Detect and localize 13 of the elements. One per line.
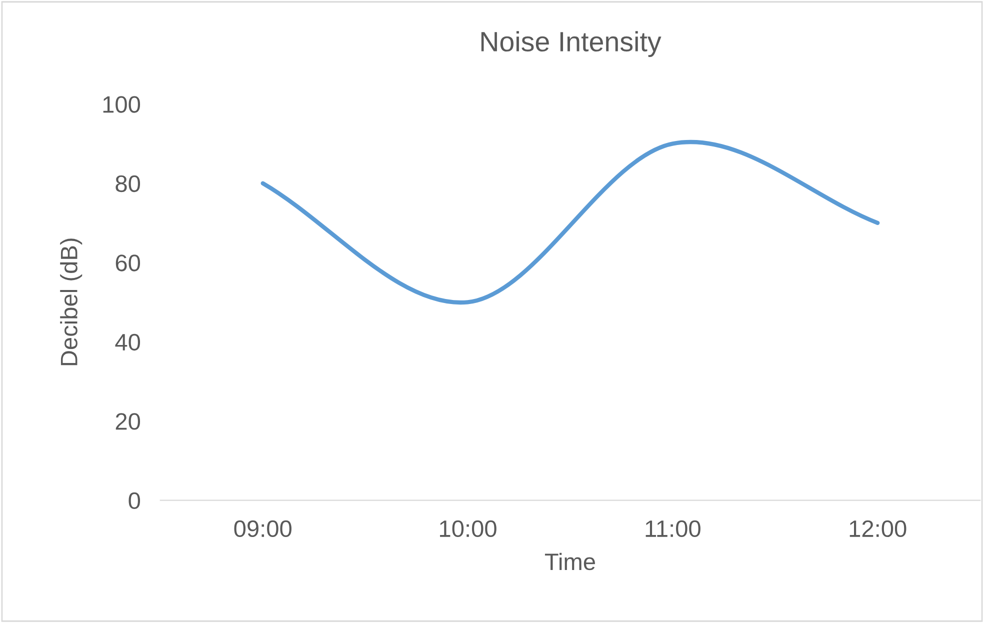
x-tick-label: 10:00: [440, 520, 496, 538]
x-tick-label: 12:00: [850, 520, 906, 538]
y-tick-label: 0: [128, 492, 140, 510]
chart-title: Noise Intensity: [481, 31, 662, 58]
x-tick-label: 09:00: [234, 520, 292, 538]
y-tick-label: 20: [116, 413, 140, 430]
y-tick-label: 100: [103, 96, 140, 113]
y-tick-label: 60: [116, 254, 140, 272]
x-axis-title: Time: [544, 552, 595, 570]
y-tick-label: 80: [116, 175, 140, 192]
y-axis-title: Decibel (dB): [60, 238, 82, 366]
y-tick-label: 40: [115, 334, 140, 351]
x-tick-label: 11:00: [646, 520, 700, 538]
